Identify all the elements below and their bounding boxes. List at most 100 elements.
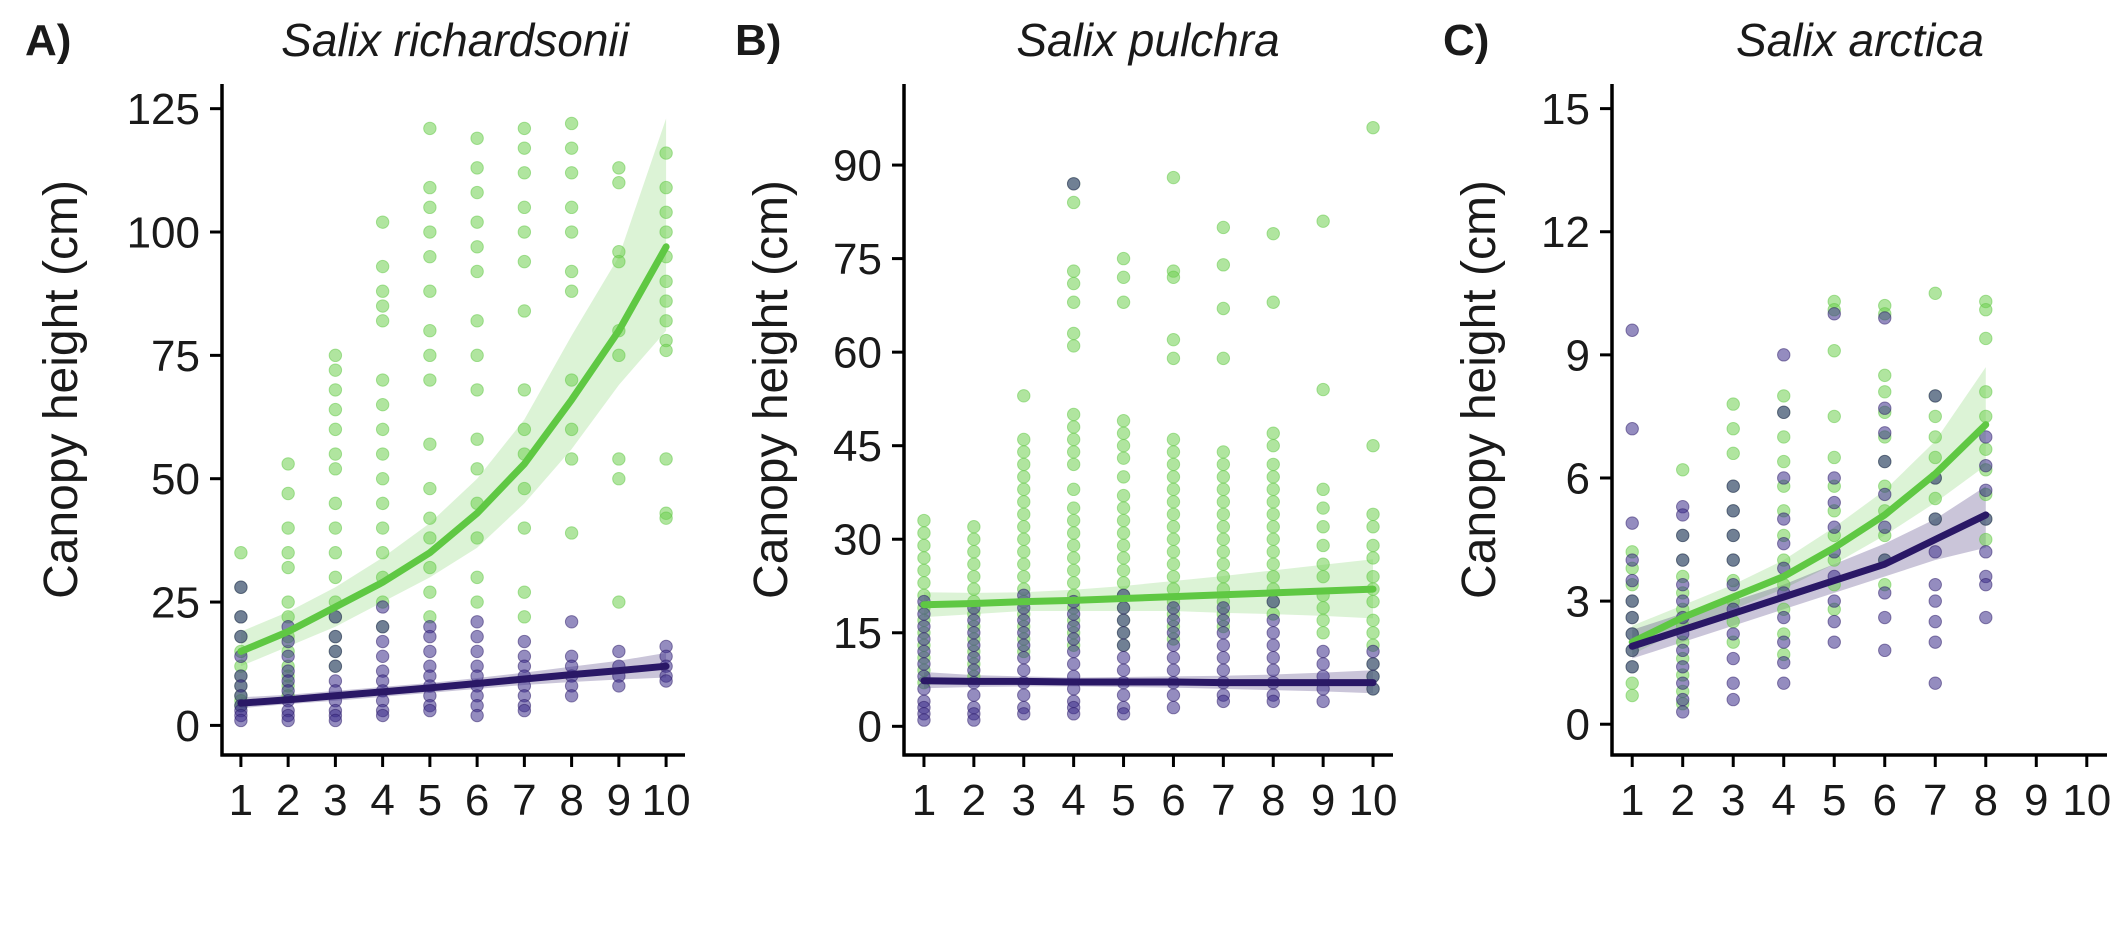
y-tick-label: 12 — [1541, 208, 1590, 257]
x-tick-label: 7 — [1923, 776, 1947, 825]
data-point — [1066, 513, 1081, 528]
data-point — [1827, 450, 1841, 465]
data-point — [1928, 635, 1942, 649]
y-tick-label: 0 — [858, 703, 882, 752]
data-point — [967, 569, 981, 584]
data-point — [1266, 651, 1280, 665]
data-point — [1979, 532, 1993, 547]
chart-title: Salix richardsonii — [281, 14, 630, 66]
data-point — [517, 200, 532, 215]
data-point — [1116, 414, 1131, 428]
data-point — [375, 397, 390, 412]
data-point — [1066, 432, 1081, 447]
data-point — [1266, 694, 1280, 709]
data-point — [234, 610, 248, 624]
data-point — [1827, 594, 1841, 608]
data-point — [1216, 520, 1231, 534]
x-tick-label: 3 — [1721, 776, 1745, 825]
data-point — [1878, 368, 1892, 383]
y-tick-label: 75 — [151, 332, 200, 381]
confidence-band — [240, 118, 667, 667]
x-tick-label: 3 — [1012, 776, 1036, 825]
data-point — [1066, 501, 1081, 515]
data-point — [1066, 407, 1081, 422]
data-point — [1366, 507, 1380, 521]
data-point — [375, 284, 390, 298]
data-point — [1166, 520, 1181, 534]
data-point — [470, 185, 484, 200]
x-tick-label: 8 — [1974, 776, 1998, 825]
data-point — [1166, 626, 1181, 640]
data-point — [1216, 301, 1231, 316]
x-tick-label: 1 — [912, 776, 936, 825]
data-point — [917, 607, 931, 621]
data-point — [470, 531, 484, 545]
data-point — [1625, 660, 1639, 674]
data-point — [375, 521, 390, 535]
data-point — [1366, 613, 1380, 628]
data-point — [1316, 613, 1330, 628]
data-point — [917, 551, 931, 565]
data-point — [1166, 638, 1181, 652]
data-point — [1878, 520, 1892, 534]
data-point — [375, 496, 390, 511]
data-point — [1017, 470, 1031, 484]
x-tick-label: 4 — [1061, 776, 1085, 825]
data-point — [1316, 538, 1330, 553]
data-point — [659, 225, 673, 239]
x-tick-label: 8 — [559, 776, 583, 825]
data-point — [423, 249, 437, 264]
data-point — [1166, 700, 1181, 715]
x-tick-label: 1 — [229, 776, 253, 825]
data-point — [328, 546, 343, 560]
data-point — [375, 649, 390, 664]
data-point — [659, 294, 673, 308]
data-point — [1979, 610, 1993, 625]
data-point — [470, 240, 484, 254]
data-point — [1878, 385, 1892, 399]
data-point — [1366, 626, 1380, 640]
data-point — [375, 215, 390, 229]
data-point — [1116, 576, 1131, 590]
data-point — [1827, 409, 1841, 424]
data-point — [1928, 286, 1942, 301]
data-point — [1676, 528, 1690, 543]
data-point — [1017, 707, 1031, 721]
x-tick-label: 1 — [1620, 776, 1644, 825]
data-point — [423, 511, 437, 525]
data-point — [328, 570, 343, 585]
y-tick-label: 25 — [151, 578, 200, 627]
data-point — [1676, 692, 1690, 707]
data-point — [517, 610, 532, 624]
data-point — [1777, 389, 1791, 403]
data-point — [1878, 586, 1892, 600]
data-point — [612, 348, 626, 363]
data-point — [1316, 644, 1330, 659]
data-point — [281, 595, 295, 609]
data-point — [1878, 401, 1892, 415]
data-point — [967, 532, 981, 546]
data-point — [1726, 577, 1740, 592]
data-point — [328, 659, 343, 673]
data-point — [1166, 663, 1181, 677]
data-point — [1366, 438, 1380, 453]
data-point — [1878, 426, 1892, 440]
data-point — [1777, 430, 1791, 444]
y-tick-label: 125 — [127, 85, 200, 134]
data-point — [1216, 457, 1231, 472]
data-point — [1979, 331, 1993, 346]
data-point — [1166, 432, 1181, 447]
data-point — [1777, 512, 1791, 526]
data-point — [612, 595, 626, 609]
data-point — [1066, 563, 1081, 578]
data-point — [564, 452, 579, 466]
data-point — [234, 713, 248, 728]
data-point — [1266, 295, 1280, 309]
data-point — [1726, 422, 1740, 436]
data-point — [375, 708, 390, 723]
y-tick-label: 50 — [151, 455, 200, 504]
data-point — [423, 323, 437, 338]
data-point — [1625, 573, 1639, 588]
y-tick-label: 45 — [833, 422, 882, 471]
data-point — [1116, 688, 1131, 702]
